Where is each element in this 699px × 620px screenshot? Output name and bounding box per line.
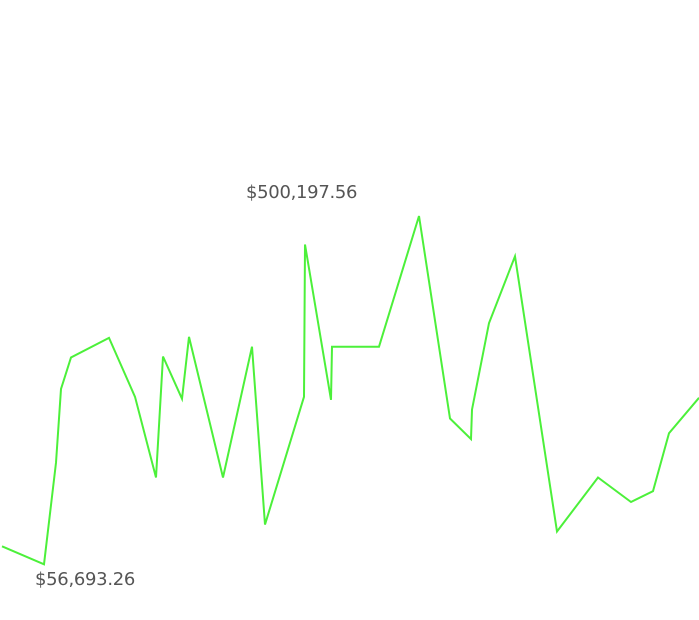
series-line [1, 215, 699, 566]
min-price-label: $56,693.26 [35, 569, 135, 590]
max-price-label: $500,197.56 [246, 182, 357, 203]
line-layer [1, 215, 699, 566]
